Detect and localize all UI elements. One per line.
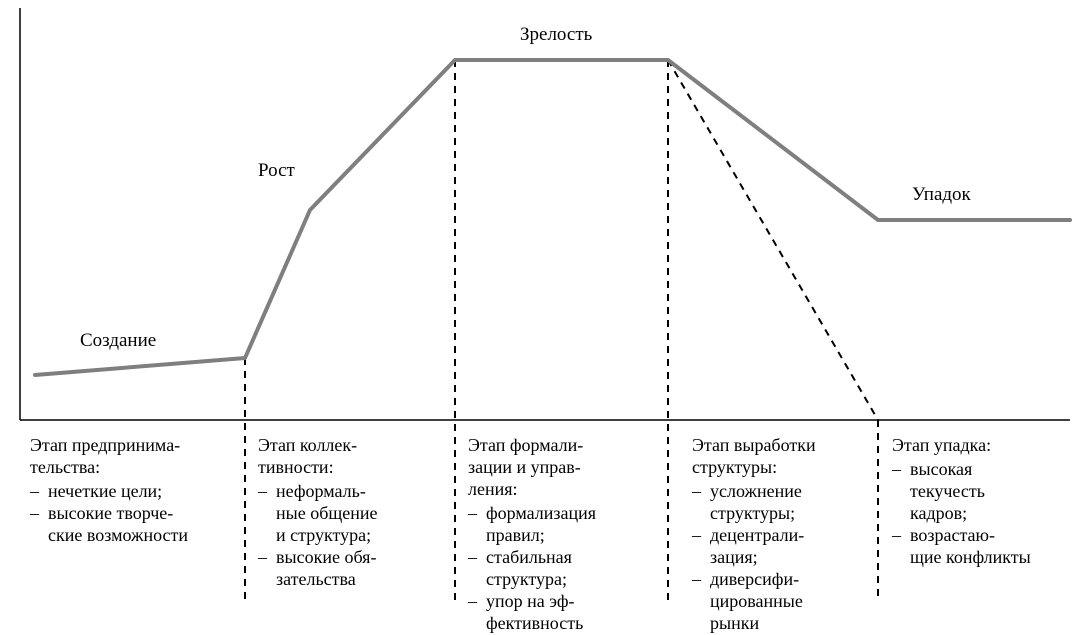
stage-col-0: Этап предпринима-тельства:нечеткие цели;… (30, 435, 240, 547)
stage-title: Этап упадка: (892, 435, 1072, 457)
stage-col-3: Этап выработкиструктуры:усложнениеструкт… (692, 435, 872, 635)
stage-col-4: Этап упадка:высокаятекучестькадров;возра… (892, 435, 1072, 569)
stage-title: Этап выработкиструктуры: (692, 435, 872, 479)
stage-item: диверсифи-цированныерынки (692, 569, 872, 635)
axes-group (20, 8, 1070, 420)
stage-item: стабильнаяструктура; (468, 547, 663, 591)
stage-list: неформаль-ные общениеи структура;высокие… (258, 481, 448, 591)
stage-item: неформаль-ные общениеи структура; (258, 481, 448, 547)
stage-list: усложнениеструктуры;децентрали-зация;див… (692, 481, 872, 635)
stage-list: формализацияправил;стабильнаяструктура;у… (468, 503, 663, 635)
phase-divider-3 (668, 60, 878, 420)
stage-item: усложнениеструктуры; (692, 481, 872, 525)
stage-title: Этап формали-зации и управ-ления: (468, 435, 663, 501)
stage-title: Этап предпринима-тельства: (30, 435, 240, 479)
stage-list: нечеткие цели;высокие творче-ские возмож… (30, 481, 240, 547)
stage-item: высокие обя-зательства (258, 547, 448, 591)
stage-title: Этап коллек-тивности: (258, 435, 448, 479)
stage-item: высокие творче-ские возможности (30, 503, 240, 547)
stage-list: высокаятекучестькадров;возрастаю-щие кон… (892, 459, 1072, 569)
stage-item: децентрали-зация; (692, 525, 872, 569)
stage-item: высокаятекучестькадров; (892, 459, 1072, 525)
label-growth: Рост (258, 160, 295, 182)
stage-item: упор на эф-фективность (468, 591, 663, 635)
lifecycle-diagram: Создание Рост Зрелость Упадок Этап предп… (0, 0, 1078, 601)
stage-col-1: Этап коллек-тивности:неформаль-ные общен… (258, 435, 448, 591)
label-maturity: Зрелость (520, 24, 592, 46)
label-creation: Создание (80, 330, 156, 352)
label-decline: Упадок (912, 184, 971, 206)
stage-item: формализацияправил; (468, 503, 663, 547)
stage-item: возрастаю-щие конфликты (892, 525, 1072, 569)
lifecycle-curve (35, 60, 1070, 375)
stage-col-2: Этап формали-зации и управ-ления:формали… (468, 435, 663, 635)
stage-item: нечеткие цели; (30, 481, 240, 503)
